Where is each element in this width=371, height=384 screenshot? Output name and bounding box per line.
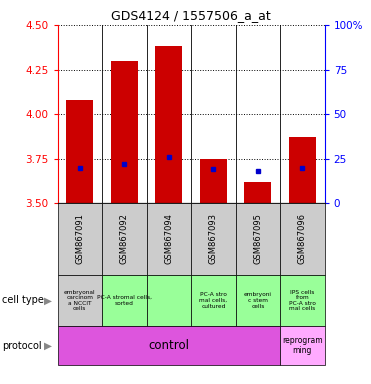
Bar — [111, 61, 138, 203]
Text: embryoni
c stem
cells: embryoni c stem cells — [244, 292, 272, 309]
Bar — [280, 203, 325, 275]
Text: GSM867093: GSM867093 — [209, 214, 218, 265]
Text: PC-A stro
mal cells,
cultured: PC-A stro mal cells, cultured — [199, 292, 227, 309]
Bar — [155, 46, 182, 203]
Text: embryonal
carcinom
a NCCIT
cells: embryonal carcinom a NCCIT cells — [64, 290, 96, 311]
Text: cell type: cell type — [2, 295, 44, 306]
Bar — [280, 326, 325, 365]
Bar — [102, 275, 147, 326]
Text: GSM867096: GSM867096 — [298, 214, 307, 265]
Bar — [236, 203, 280, 275]
Bar — [58, 326, 280, 365]
Text: GSM867091: GSM867091 — [75, 214, 84, 264]
Text: GSM867095: GSM867095 — [253, 214, 262, 264]
Bar — [147, 203, 191, 275]
Bar — [236, 275, 280, 326]
Bar — [58, 203, 102, 275]
Bar — [58, 275, 102, 326]
Text: GSM867092: GSM867092 — [120, 214, 129, 264]
Text: ▶: ▶ — [44, 341, 52, 351]
Bar — [289, 137, 316, 203]
Bar — [244, 182, 271, 203]
Bar — [66, 100, 93, 203]
Bar — [280, 275, 325, 326]
Text: PC-A stromal cells,
sorted: PC-A stromal cells, sorted — [97, 295, 152, 306]
Text: IPS cells
from
PC-A stro
mal cells: IPS cells from PC-A stro mal cells — [289, 290, 316, 311]
Text: ▶: ▶ — [44, 295, 52, 306]
Bar — [191, 275, 236, 326]
Bar — [191, 203, 236, 275]
Text: protocol: protocol — [2, 341, 42, 351]
Bar — [200, 159, 227, 203]
Bar — [147, 275, 191, 326]
Bar — [102, 203, 147, 275]
Text: reprogram
ming: reprogram ming — [282, 336, 323, 355]
Title: GDS4124 / 1557506_a_at: GDS4124 / 1557506_a_at — [111, 9, 271, 22]
Text: GSM867094: GSM867094 — [164, 214, 173, 264]
Text: control: control — [148, 339, 189, 352]
